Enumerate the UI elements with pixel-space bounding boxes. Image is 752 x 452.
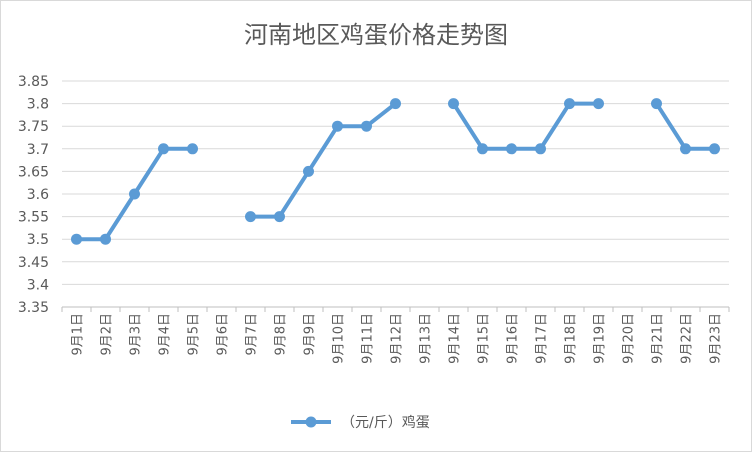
chart-title: 河南地区鸡蛋价格走势图: [244, 21, 508, 49]
x-tick-label: 9月2日: [100, 313, 115, 356]
x-tick-label: 9月11日: [361, 313, 376, 364]
data-point: [564, 98, 575, 110]
series-points: [71, 98, 720, 245]
x-tick-label: 9月22日: [680, 313, 695, 364]
x-tick-label: 9月16日: [506, 313, 521, 364]
data-point: [651, 98, 662, 110]
y-tick-label: 3.65: [18, 164, 49, 180]
data-point: [129, 188, 140, 200]
data-point: [245, 211, 256, 223]
y-tick-label: 3.55: [18, 210, 49, 226]
data-point: [361, 120, 372, 132]
x-tick-label: 9月14日: [448, 313, 463, 364]
x-tick-label: 9月13日: [419, 313, 434, 364]
data-point: [535, 143, 546, 155]
x-tick-label: 9月23日: [709, 313, 724, 364]
data-point: [709, 143, 720, 155]
x-tick-label: 9月17日: [535, 313, 550, 364]
y-tick-label: 3.4: [27, 277, 49, 293]
x-tick-label: 9月7日: [245, 313, 260, 356]
data-point: [158, 143, 169, 155]
x-tick-label: 9月19日: [593, 313, 608, 364]
gridlines: [62, 80, 729, 285]
x-axis: [61, 306, 730, 312]
y-tick-label: 3.8: [27, 97, 49, 113]
y-tick-label: 3.6: [27, 187, 49, 203]
legend-label: （元/斤）鸡蛋: [341, 414, 430, 431]
x-tick-label: 9月4日: [158, 313, 173, 356]
x-tick-label: 9月1日: [71, 313, 86, 356]
data-point: [477, 143, 488, 155]
x-axis-ticks: 9月1日 9月2日 9月3日 9月4日 9月5日 9月6日 9月7日 9月8日 9月9日 9月10…: [71, 313, 724, 364]
data-point: [448, 98, 459, 110]
data-point: [100, 233, 111, 245]
y-axis-ticks: 3.85 3.8 3.75 3.7 3.65 3.6 3.55 3.5 3.45 3.4 3.35: [18, 74, 49, 316]
x-tick-label: 9月8日: [274, 313, 289, 356]
data-point: [506, 143, 517, 155]
x-tick-label: 9月15日: [477, 313, 492, 364]
x-tick-label: 9月12日: [390, 313, 405, 364]
x-tick-label: 9月3日: [129, 313, 144, 356]
data-point: [303, 165, 314, 177]
y-tick-label: 3.35: [18, 300, 49, 316]
data-point: [332, 120, 343, 132]
data-point: [390, 98, 401, 110]
x-tick-label: 9月18日: [564, 313, 579, 364]
data-point: [680, 143, 691, 155]
y-tick-label: 3.5: [27, 232, 49, 248]
x-tick-label: 9月10日: [332, 313, 347, 364]
x-tick-label: 9月5日: [187, 313, 202, 356]
y-tick-label: 3.7: [27, 142, 49, 158]
x-tick-label: 9月6日: [216, 313, 231, 356]
data-point: [593, 98, 604, 110]
data-point: [71, 233, 82, 245]
x-tick-label: 9月9日: [303, 313, 318, 356]
legend: （元/斤）鸡蛋: [291, 414, 430, 431]
y-tick-label: 3.45: [18, 255, 49, 271]
series-line-segment: [248, 101, 398, 219]
y-tick-label: 3.75: [18, 119, 49, 135]
y-tick-label: 3.85: [18, 74, 49, 90]
x-tick-label: 9月21日: [651, 313, 666, 364]
data-point: [274, 211, 285, 223]
data-point: [187, 143, 198, 155]
legend-marker: [305, 416, 317, 428]
x-tick-label: 9月20日: [622, 313, 637, 364]
